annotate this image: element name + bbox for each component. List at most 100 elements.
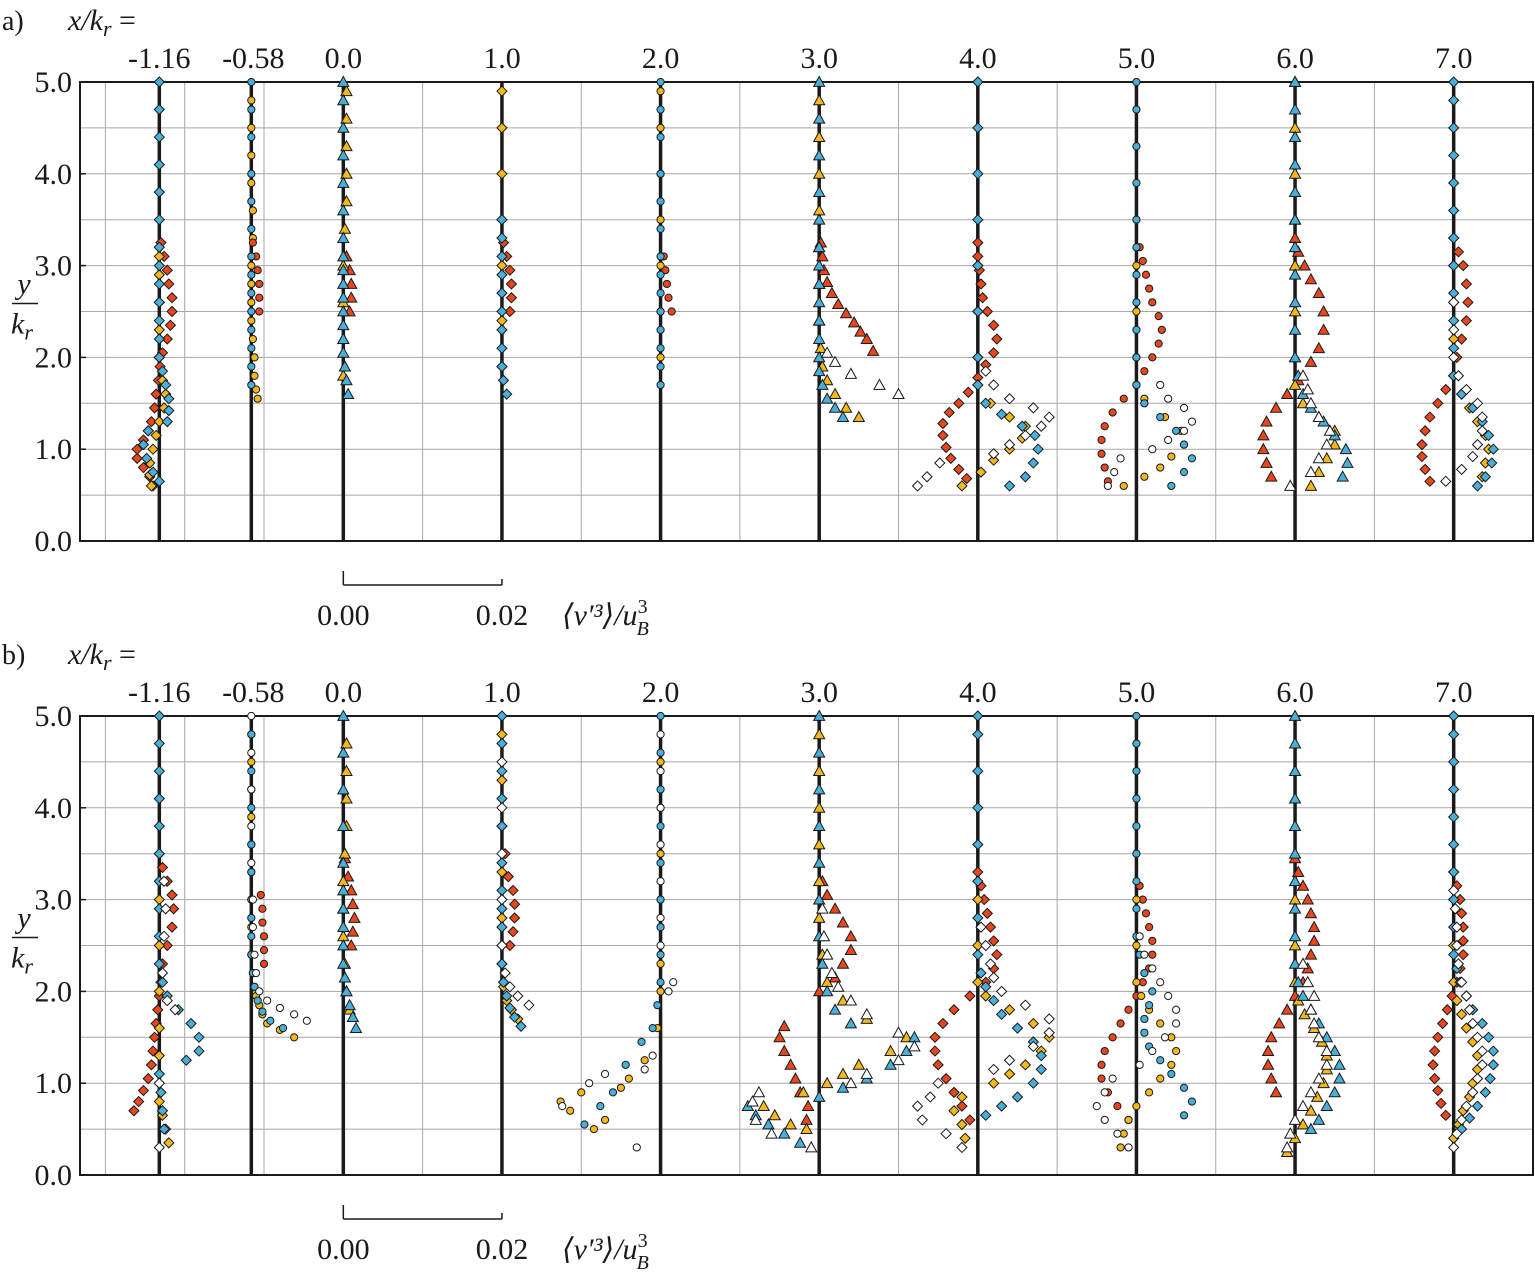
data-point [1179, 426, 1189, 435]
data-point [656, 923, 665, 932]
data-point [844, 1017, 858, 1029]
series-orange-triangle [757, 727, 913, 1134]
data-point [1482, 1031, 1495, 1044]
data-point [1261, 1044, 1275, 1056]
data-point [1447, 948, 1460, 961]
data-point [816, 957, 829, 969]
data-point [937, 429, 949, 442]
data-point [502, 870, 514, 883]
data-point [656, 197, 665, 206]
data-point [1137, 991, 1146, 1001]
data-point [908, 1039, 921, 1052]
data-point [248, 895, 258, 904]
data-point [1156, 380, 1165, 390]
data-point [953, 463, 965, 476]
data-point [1436, 1017, 1449, 1030]
data-point [816, 902, 829, 914]
data-point [256, 890, 265, 900]
station-label: 1.0 [483, 42, 521, 75]
data-point [1320, 1044, 1334, 1056]
scale-bar: 0.00 0.02 ⟨v′³⟩/u3 B [317, 1205, 649, 1272]
data-point [624, 1074, 633, 1083]
data-point [1288, 792, 1302, 804]
data-point [1462, 296, 1474, 309]
data-point [1451, 1127, 1463, 1140]
data-point [1460, 383, 1473, 396]
data-point [916, 1114, 929, 1126]
data-point [147, 466, 159, 478]
data-point [496, 360, 508, 373]
data-point [336, 957, 350, 969]
data-point [1328, 438, 1342, 450]
data-point [596, 1102, 605, 1111]
data-point [1447, 204, 1460, 217]
data-point [247, 380, 256, 390]
series-blue-diamond [496, 710, 527, 1032]
data-point [1156, 1019, 1165, 1028]
data-point [131, 443, 143, 455]
data-point [746, 1095, 759, 1107]
data-point [247, 766, 256, 776]
data-point [1171, 426, 1181, 435]
data-point [1124, 1005, 1133, 1014]
y-axis-label-denominator: kr [11, 308, 33, 345]
data-point [940, 441, 952, 454]
data-point [1187, 454, 1197, 463]
series-white-circle [558, 730, 678, 1152]
data-point [496, 820, 508, 832]
data-point [1148, 1046, 1157, 1056]
data-point [1304, 1085, 1318, 1098]
data-point [812, 782, 826, 795]
data-point [1424, 411, 1436, 423]
data-point [980, 1109, 992, 1122]
data-point [656, 959, 665, 968]
data-point [193, 1045, 205, 1057]
data-point [656, 711, 665, 721]
data-point [948, 1086, 960, 1099]
data-point [1304, 1122, 1318, 1134]
series-blue-circle [247, 77, 256, 390]
data-point [825, 286, 839, 299]
series-blue-diamond [1447, 76, 1500, 492]
data-point [153, 847, 166, 860]
data-point [812, 213, 826, 225]
data-point [777, 1127, 791, 1139]
data-point [336, 148, 350, 161]
data-point [147, 443, 159, 455]
data-point [1156, 412, 1165, 422]
data-point [1167, 481, 1176, 491]
data-point [247, 151, 256, 160]
data-point [1447, 866, 1460, 878]
data-point [1261, 1058, 1275, 1070]
data-point [836, 1067, 850, 1079]
data-point [1135, 1060, 1144, 1069]
station-label: 1.0 [483, 676, 521, 709]
data-point [1447, 783, 1460, 796]
data-point [804, 1140, 818, 1153]
data-point [1487, 1045, 1500, 1057]
data-point [145, 1059, 158, 1071]
data-point [336, 902, 350, 914]
data-point [1449, 903, 1461, 915]
data-point [1447, 232, 1460, 244]
data-point [1312, 341, 1326, 354]
y-tick-label: 4.0 [35, 158, 73, 191]
data-point [153, 710, 166, 722]
data-point [336, 291, 350, 303]
data-point [773, 1030, 786, 1043]
data-point [1457, 948, 1469, 961]
data-point [255, 307, 264, 316]
data-point [290, 1033, 299, 1042]
y-tick-label: 2.0 [35, 975, 73, 1008]
data-point [1296, 396, 1310, 409]
data-point [765, 1127, 778, 1139]
data-point [153, 1141, 166, 1154]
data-point [1432, 397, 1444, 410]
data-point [156, 365, 169, 377]
data-point [336, 176, 350, 188]
data-point [496, 287, 508, 299]
data-point [1132, 215, 1141, 224]
y-axis-label-numerator: y [14, 902, 31, 935]
data-point [1288, 167, 1302, 179]
data-point [1003, 480, 1016, 492]
